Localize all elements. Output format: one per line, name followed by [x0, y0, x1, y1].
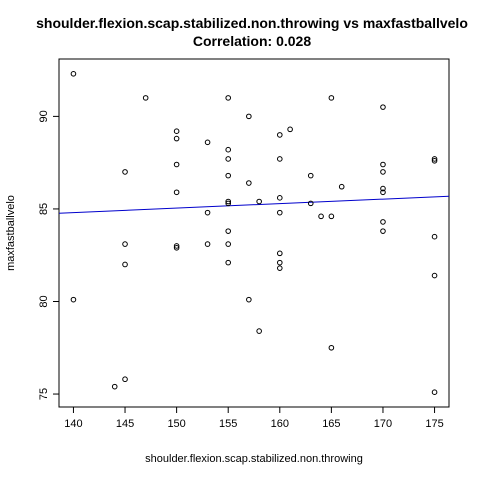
- data-point: [338, 183, 345, 190]
- data-point: [380, 104, 386, 110]
- y-tick-label: 90: [38, 110, 50, 122]
- x-tick-label: 155: [219, 418, 237, 430]
- chart-subtitle: Correlation: 0.028: [193, 33, 311, 49]
- data-point: [380, 185, 386, 192]
- data-point: [307, 200, 314, 207]
- data-point: [225, 146, 232, 153]
- fit-line-layer: [58, 195, 450, 214]
- x-axis: 140 145 150 155 160 165 170 175: [64, 407, 444, 430]
- data-point: [431, 156, 438, 162]
- data-point: [122, 169, 128, 175]
- data-point: [225, 241, 232, 247]
- x-tick-label: 160: [271, 418, 289, 430]
- data-point: [276, 195, 283, 201]
- chart-title: shoulder.flexion.scap.stabilized.non.thr…: [36, 15, 468, 31]
- data-point: [204, 139, 211, 146]
- y-tick-label: 80: [38, 295, 50, 307]
- data-point: [204, 241, 211, 247]
- data-point: [122, 241, 128, 247]
- data-point: [287, 126, 293, 133]
- points-layer: [70, 71, 438, 395]
- data-point: [122, 376, 128, 383]
- data-point: [173, 245, 180, 251]
- data-point: [431, 233, 438, 240]
- data-point: [204, 209, 211, 216]
- data-point: [225, 198, 232, 205]
- data-point: [173, 243, 180, 249]
- data-point: [307, 172, 314, 179]
- y-tick-label: 85: [38, 203, 50, 215]
- data-point: [225, 200, 232, 207]
- data-point: [70, 296, 77, 303]
- data-point: [431, 158, 438, 164]
- data-point: [276, 209, 283, 216]
- data-point: [246, 296, 252, 303]
- data-point: [318, 213, 324, 220]
- y-axis-label: maxfastballvelo: [5, 195, 17, 271]
- data-point: [276, 259, 283, 266]
- x-tick-label: 170: [374, 418, 392, 430]
- data-point: [256, 328, 262, 334]
- data-point: [431, 272, 438, 279]
- data-point: [122, 261, 128, 268]
- data-point: [431, 389, 438, 395]
- data-point: [380, 161, 386, 168]
- data-point: [173, 189, 180, 196]
- data-point: [380, 169, 386, 175]
- data-point: [256, 198, 262, 205]
- data-point: [70, 71, 77, 77]
- x-tick-label: 150: [167, 418, 185, 430]
- data-point: [173, 128, 180, 134]
- data-point: [225, 95, 232, 101]
- data-point: [380, 228, 386, 234]
- x-tick-label: 175: [425, 418, 443, 430]
- data-point: [328, 95, 335, 101]
- data-point: [276, 132, 283, 138]
- data-point: [142, 95, 149, 101]
- data-point: [380, 219, 386, 225]
- data-point: [111, 383, 118, 390]
- y-tick-label: 75: [38, 388, 50, 400]
- y-axis: 75 80 85 90: [38, 110, 59, 400]
- x-tick-label: 165: [322, 418, 340, 430]
- data-point: [225, 228, 232, 234]
- data-point: [276, 156, 283, 162]
- data-point: [328, 213, 335, 220]
- data-point: [173, 135, 180, 142]
- plot-frame: [58, 58, 450, 408]
- data-point: [173, 161, 180, 168]
- data-point: [276, 250, 283, 257]
- x-tick-label: 140: [64, 418, 82, 430]
- data-point: [246, 113, 252, 120]
- data-point: [246, 180, 252, 186]
- data-point: [225, 156, 232, 162]
- x-axis-label: shoulder.flexion.scap.stabilized.non.thr…: [145, 453, 363, 465]
- data-point: [276, 265, 283, 271]
- data-point: [225, 259, 232, 266]
- data-point: [328, 344, 335, 351]
- data-point: [380, 189, 386, 196]
- x-tick-label: 145: [116, 418, 134, 430]
- data-point: [225, 172, 232, 179]
- regression-line: [58, 195, 450, 214]
